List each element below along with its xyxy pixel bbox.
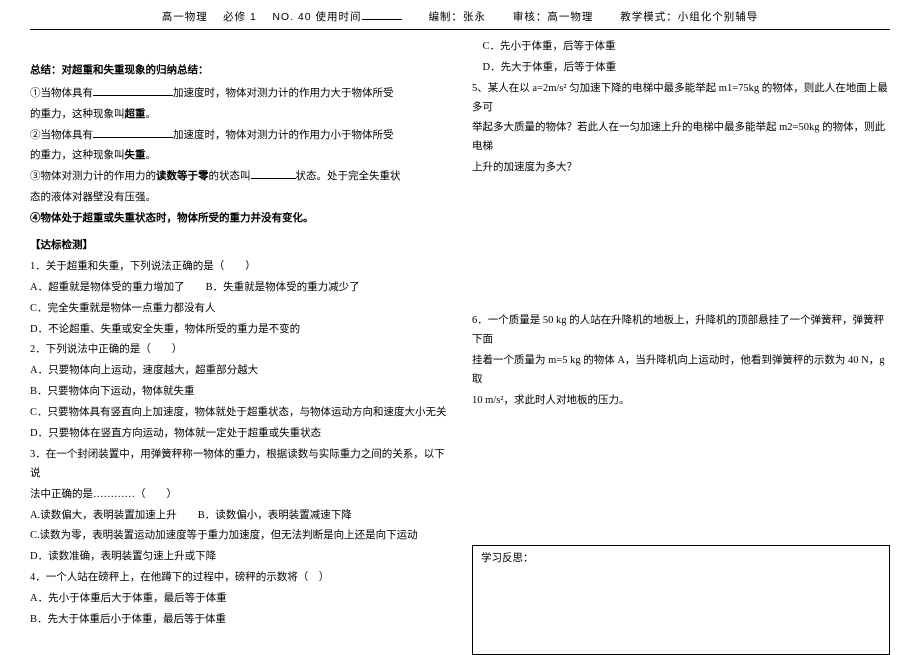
s3-line2: 态的液体对器壁没有压强。	[30, 189, 448, 208]
check-title: 【达标检测】	[30, 237, 448, 256]
s2e: 。	[146, 150, 157, 161]
summary-title: 总结：对超重和失重现象的归纳总结：	[30, 62, 448, 81]
q4: 4．一个人站在磅秤上，在他蹲下的过程中，磅秤的示数将（ ）	[30, 569, 448, 588]
left-column: 总结：对超重和失重现象的归纳总结： ①当物体具有 加速度时，物体对测力计的作用力大…	[30, 36, 448, 655]
s2c: 的重力，这种现象叫	[30, 150, 125, 161]
hdr-num: NO. 40 使用时间	[272, 11, 361, 23]
hdr-mode: 教学模式：小组化个别辅导	[620, 11, 758, 23]
s1a: ①当物体具有	[30, 88, 93, 99]
hdr-blank	[362, 9, 402, 20]
q2: 2．下列说法中正确的是（ ）	[30, 341, 448, 360]
q5c: 上升的加速度为多大？	[472, 159, 890, 178]
s2-line2: 的重力，这种现象叫失重。	[30, 147, 448, 166]
s2a: ②当物体具有	[30, 130, 93, 141]
q5b: 举起多大质量的物体？若此人在一匀加速上升的电梯中最多能举起 m2=50kg 的物…	[472, 119, 890, 157]
s1d: 超重	[125, 109, 146, 120]
q1: 1．关于超重和失重，下列说法正确的是（ ）	[30, 258, 448, 277]
s1b: 加速度时，物体对测力计的作用力大于物体所受	[173, 88, 394, 99]
hdr-book: 必修 1	[223, 11, 257, 23]
s1c: 的重力，这种现象叫	[30, 109, 125, 120]
page-root: 高一物理 必修 1 NO. 40 使用时间 编制：张永 审核：高一物理 教学模式…	[0, 0, 920, 650]
columns: 总结：对超重和失重现象的归纳总结： ①当物体具有 加速度时，物体对测力计的作用力大…	[30, 36, 890, 655]
s1-blank	[93, 85, 173, 96]
q3a1: A.读数偏大，表明装置加速上升 B．读数偏小，表明装置减速下降	[30, 507, 448, 526]
right-column: C．先小于体重，后等于体重 D．先大于体重，后等于体重 5、某人在以 a=2m/…	[472, 36, 890, 655]
hdr-review: 审核：高一物理	[513, 11, 594, 23]
q2a: A．只要物体向上运动，速度越大，超重部分越大	[30, 362, 448, 381]
q6b: 挂着一个质量为 m=5 kg 的物体 A，当升降机向上运动时，他看到弹簧秤的示数…	[472, 352, 890, 390]
q3b: 法中正确的是…………（ ）	[30, 486, 448, 505]
s2b: 加速度时，物体对测力计的作用力小于物体所受	[173, 130, 394, 141]
q4c: C．先小于体重，后等于体重	[472, 38, 890, 57]
s3d: 状态。处于完全失重状	[296, 171, 401, 182]
q1a: A．超重就是物体受的重力增加了 B．失重就是物体受的重力减少了	[30, 279, 448, 298]
q2b: B．只要物体向下运动，物体就失重	[30, 383, 448, 402]
hdr-author: 编制：张永	[428, 11, 486, 23]
q3d: D．读数准确，表明装置匀速上升或下降	[30, 548, 448, 567]
s3c: 的状态叫	[209, 171, 251, 182]
q3: 3．在一个封闭装置中，用弹簧秤称一物体的重力，根据读数与实际重力之间的关系，以下…	[30, 446, 448, 484]
q4b: B．先大于体重后小于体重，最后等于体重	[30, 611, 448, 630]
s2d: 失重	[125, 150, 146, 161]
reflection-box: 学习反思：	[472, 545, 890, 655]
hdr-subject: 高一物理	[162, 11, 208, 23]
s1-line1: ①当物体具有 加速度时，物体对测力计的作用力大于物体所受	[30, 85, 448, 104]
s3b: 读数等于零	[156, 171, 209, 182]
s1-line2: 的重力，这种现象叫超重。	[30, 106, 448, 125]
s3-line1: ③物体对测力计的作用力的读数等于零的状态叫 状态。处于完全失重状	[30, 168, 448, 187]
q5-space	[472, 180, 890, 310]
q6c: 10 m/s²，求此时人对地板的压力。	[472, 392, 890, 411]
s4: ④物体处于超重或失重状态时，物体所受的重力并没有变化。	[30, 210, 448, 229]
q1d: D．不论超重、失重或安全失重，物体所受的重力是不变的	[30, 321, 448, 340]
s3-blank	[251, 168, 296, 179]
s2-line1: ②当物体具有 加速度时，物体对测力计的作用力小于物体所受	[30, 127, 448, 146]
page-header: 高一物理 必修 1 NO. 40 使用时间 编制：张永 审核：高一物理 教学模式…	[30, 8, 890, 30]
q4d: D．先大于体重，后等于体重	[472, 59, 890, 78]
q4a: A．先小于体重后大于体重，最后等于体重	[30, 590, 448, 609]
s1e: 。	[146, 109, 157, 120]
s2-blank	[93, 127, 173, 138]
q1c: C．完全失重就是物体一点重力都没有人	[30, 300, 448, 319]
left-spacer	[30, 36, 448, 50]
reflection-label: 学习反思：	[481, 553, 534, 564]
q6-space	[472, 413, 890, 533]
q5a: 5、某人在以 a=2m/s² 匀加速下降的电梯中最多能举起 m1=75kg 的物…	[472, 80, 890, 118]
q3c: C.读数为零，表明装置运动加速度等于重力加速度，但无法判断是向上还是向下运动	[30, 527, 448, 546]
q2c: C．只要物体具有竖直向上加速度，物体就处于超重状态，与物体运动方向和速度大小无关	[30, 404, 448, 423]
q6a: 6．一个质量是 50 kg 的人站在升降机的地板上，升降机的顶部悬挂了一个弹簧秤…	[472, 312, 890, 350]
q2d: D．只要物体在竖直方向运动，物体就一定处于超重或失重状态	[30, 425, 448, 444]
s3a: ③物体对测力计的作用力的	[30, 171, 156, 182]
